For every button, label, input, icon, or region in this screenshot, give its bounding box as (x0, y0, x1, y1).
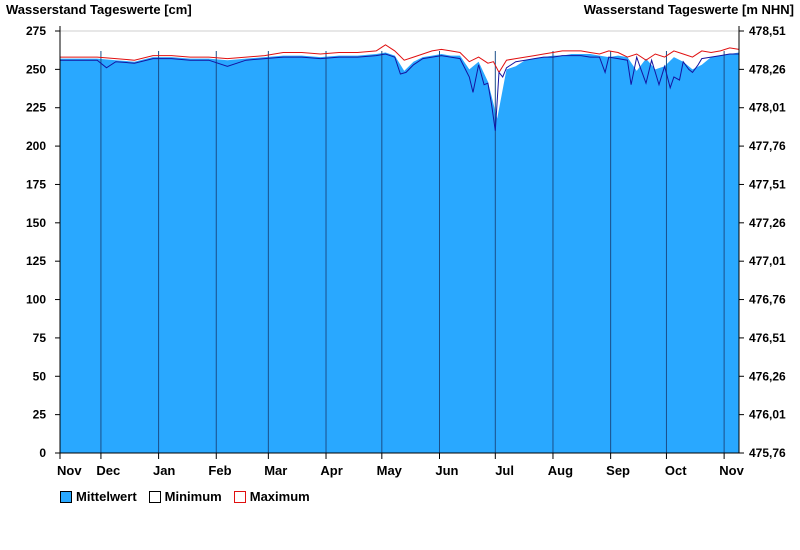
legend-label-mittelwert: Mittelwert (76, 489, 137, 504)
y-left-tick-label: 100 (26, 293, 46, 307)
legend-swatch-maximum (233, 490, 246, 503)
series-maximum-line (60, 44, 740, 74)
y-right-tick-label: 477,26 (749, 216, 786, 230)
y-left-tick-label: 275 (26, 24, 46, 38)
x-month-label: Apr (320, 463, 342, 478)
x-month-label: Nov (719, 463, 744, 478)
y-right-tick-label: 476,76 (749, 293, 786, 307)
y-left-tick-label: 150 (26, 216, 46, 230)
y-right-tick-label: 477,01 (749, 254, 786, 268)
series-mittelwert-area (60, 52, 739, 453)
legend-label-maximum: Maximum (249, 489, 310, 504)
y-left-tick-label: 125 (26, 254, 46, 268)
y-left-tick-label: 0 (39, 446, 46, 460)
legend-item-mittelwert: Mittelwert (60, 489, 137, 504)
y-left-tick-label: 250 (26, 62, 46, 76)
y-right-tick-label: 477,76 (749, 139, 786, 153)
x-month-label: Mar (264, 463, 287, 478)
legend-swatch-minimum (148, 490, 161, 503)
x-month-label: Sep (606, 463, 630, 478)
legend: Mittelwert Minimum Maximum (60, 489, 310, 504)
legend-item-maximum: Maximum (233, 489, 310, 504)
y-right-tick-label: 476,26 (749, 369, 786, 383)
legend-label-minimum: Minimum (164, 489, 222, 504)
x-month-label: Nov (57, 463, 82, 478)
chart-title-left: Wasserstand Tageswerte [cm] (6, 2, 192, 17)
x-month-label: Feb (208, 463, 231, 478)
series-minimum-line (60, 53, 739, 131)
x-month-label: Dec (96, 463, 120, 478)
x-month-label: May (377, 463, 403, 478)
chart-title-right: Wasserstand Tageswerte [m NHN] (583, 2, 794, 17)
legend-item-minimum: Minimum (148, 489, 222, 504)
x-month-label: Aug (548, 463, 573, 478)
y-right-tick-label: 475,76 (749, 446, 786, 460)
y-right-tick-label: 476,51 (749, 331, 786, 345)
legend-swatch-mittelwert (60, 490, 72, 503)
y-left-tick-label: 25 (33, 408, 47, 422)
x-month-label: Oct (665, 463, 687, 478)
y-left-tick-label: 75 (33, 331, 47, 345)
y-left-tick-label: 50 (33, 369, 47, 383)
x-month-label: Jun (435, 463, 458, 478)
y-left-tick-label: 225 (26, 101, 46, 115)
y-right-tick-label: 478,01 (749, 101, 786, 115)
y-right-tick-label: 476,01 (749, 408, 786, 422)
y-right-tick-label: 478,51 (749, 24, 786, 38)
y-right-tick-label: 477,51 (749, 177, 786, 191)
x-month-label: Jul (495, 463, 514, 478)
y-left-tick-label: 200 (26, 139, 46, 153)
y-left-tick-label: 175 (26, 177, 46, 191)
y-right-tick-label: 478,26 (749, 62, 786, 76)
x-month-label: Jan (153, 463, 175, 478)
